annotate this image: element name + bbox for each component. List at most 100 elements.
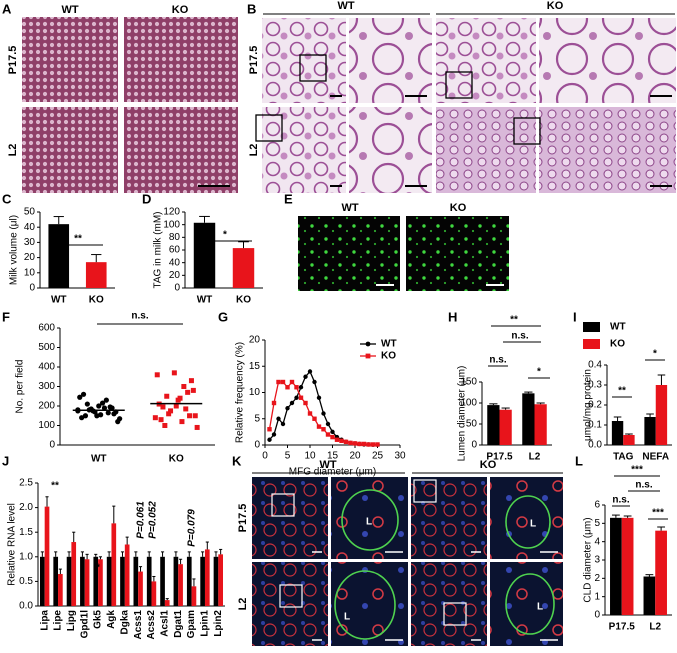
bar xyxy=(487,405,500,445)
marker xyxy=(298,395,304,400)
x-tick-label: L2 xyxy=(529,452,541,463)
point xyxy=(152,415,158,421)
micrograph xyxy=(22,107,118,193)
x-tick-label: Gpd1l xyxy=(79,610,90,639)
y-axis-label: TAG in milk (mM) xyxy=(153,211,164,288)
bar xyxy=(499,409,512,445)
point xyxy=(166,411,172,417)
y-tick-label: 4 xyxy=(594,536,600,547)
bar xyxy=(93,556,99,606)
legend-label: WT xyxy=(381,339,397,350)
point xyxy=(177,395,183,401)
y-tick-label: 400 xyxy=(38,362,55,373)
bar xyxy=(124,544,130,606)
x-tick-label: 15 xyxy=(327,451,339,462)
bar xyxy=(160,556,165,606)
marker xyxy=(375,442,380,447)
marker xyxy=(357,441,362,447)
point xyxy=(192,413,198,419)
x-tick-label: TAG xyxy=(613,452,634,463)
point xyxy=(105,410,111,416)
annotation: * xyxy=(653,349,657,360)
panel-letter: B xyxy=(247,1,256,16)
marker xyxy=(334,437,340,442)
y-tick-label: 0.1 xyxy=(588,420,602,431)
point xyxy=(168,408,174,414)
marker xyxy=(366,442,371,447)
micrograph xyxy=(539,107,676,193)
x-tick-label: KO xyxy=(89,295,104,306)
panel-letter: I xyxy=(573,309,577,324)
y-tick-label: 0.0 xyxy=(588,440,602,451)
x-tick-label: 30 xyxy=(394,451,406,462)
y-axis-label: μmol/mg protein xyxy=(583,369,594,441)
y-tick-label: 1.0 xyxy=(19,551,33,562)
marker xyxy=(271,400,277,406)
marker xyxy=(303,400,308,406)
micrograph xyxy=(436,107,536,193)
point xyxy=(185,389,191,395)
marker xyxy=(276,416,281,421)
bar xyxy=(186,556,192,606)
bar xyxy=(44,506,50,606)
marker xyxy=(330,429,335,435)
membrane-outline xyxy=(334,489,555,640)
annotation: ** xyxy=(510,315,518,326)
bar xyxy=(193,222,216,288)
y-axis-label: No. per field xyxy=(15,360,26,414)
y-tick-label: 600 xyxy=(38,323,55,334)
marker xyxy=(307,369,313,374)
y-tick-label: 50 xyxy=(466,419,478,430)
x-tick-label: Acsl1 xyxy=(160,610,171,637)
marker xyxy=(285,406,290,411)
y-tick-label: 100 xyxy=(163,219,180,230)
lumen-label: L xyxy=(344,612,350,623)
marker xyxy=(312,379,317,385)
x-tick-label: 10 xyxy=(304,451,316,462)
scale-bars xyxy=(330,95,672,187)
marker xyxy=(339,438,344,443)
bar xyxy=(53,556,59,606)
x-axis-label: MFG diameter (μm) xyxy=(289,467,376,478)
y-tick-label: 100 xyxy=(460,398,477,409)
marker xyxy=(321,427,326,432)
legend-marker xyxy=(365,353,371,359)
y-tick-label: 0.4 xyxy=(588,360,602,371)
point xyxy=(183,406,189,412)
point xyxy=(173,403,179,409)
marker xyxy=(294,385,299,390)
y-tick-label: 80 xyxy=(169,232,181,243)
bar xyxy=(534,404,547,445)
bar xyxy=(80,556,85,606)
bar xyxy=(178,564,183,606)
panel-letter: A xyxy=(2,1,12,16)
bar xyxy=(611,421,624,445)
point xyxy=(84,401,90,407)
row-label: P17.5 xyxy=(248,46,260,75)
annotation: n.s. xyxy=(489,355,506,366)
bar xyxy=(111,523,117,606)
panel-letter: C xyxy=(2,191,12,206)
x-tick-label: Lipg xyxy=(66,610,77,631)
y-tick-label: 0.0 xyxy=(19,601,33,612)
bar xyxy=(71,542,77,606)
legend-swatch xyxy=(583,322,600,332)
x-tick-label: Lipe xyxy=(53,610,64,631)
marker xyxy=(267,427,272,432)
y-tick-label: 10 xyxy=(249,387,261,398)
marker xyxy=(330,434,335,440)
x-tick-label: WT xyxy=(51,295,67,306)
bar xyxy=(200,556,205,606)
y-tick-label: 10 xyxy=(24,267,36,278)
x-tick-label: WT xyxy=(91,454,107,465)
bar xyxy=(218,554,223,606)
annotation: * xyxy=(96,563,100,574)
bar xyxy=(610,517,622,615)
x-tick-label: 0 xyxy=(262,451,268,462)
y-tick-label: 60 xyxy=(169,245,181,256)
y-tick-label: 5 xyxy=(594,518,600,529)
x-tick-label: Dgat1 xyxy=(173,610,184,638)
row-label: P17.5 xyxy=(7,46,19,75)
marker xyxy=(271,432,277,437)
x-tick-label: Lpin1 xyxy=(200,610,211,637)
